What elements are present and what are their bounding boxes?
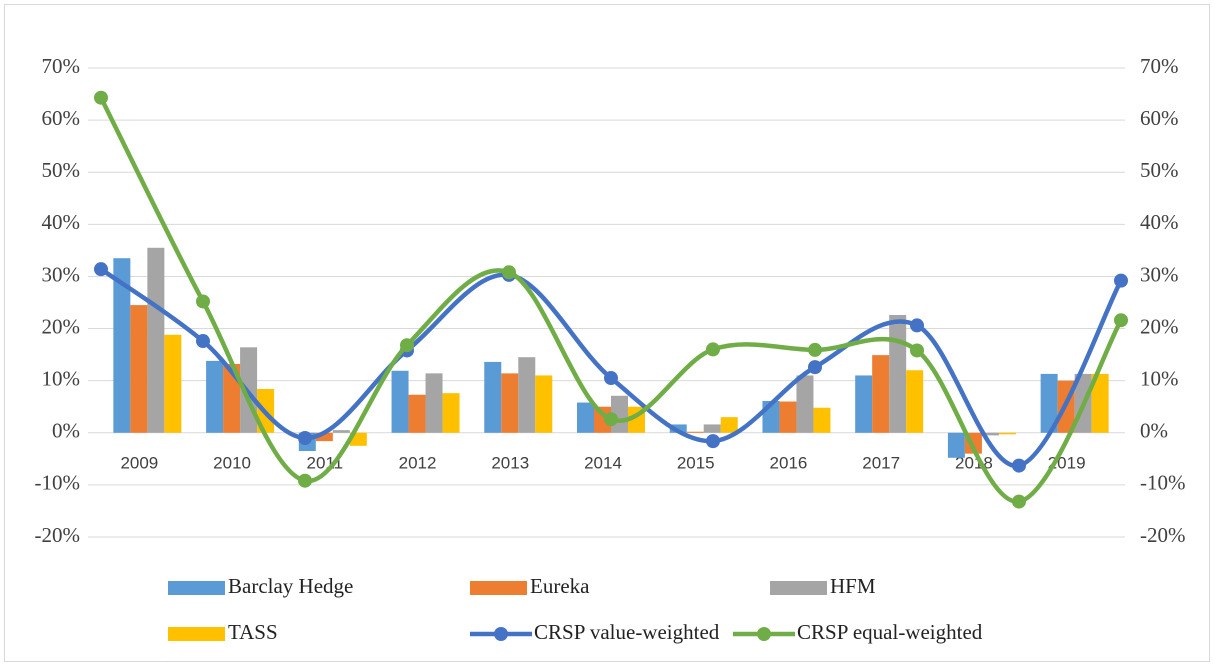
- line-marker: [1012, 458, 1026, 473]
- bar: [855, 375, 873, 433]
- y2-tick-label: -20%: [1140, 523, 1186, 547]
- x-tick-label: 2009: [120, 453, 158, 472]
- y-tick-label: 70%: [42, 54, 81, 78]
- y-tick-label: 50%: [42, 158, 81, 182]
- legend-label: Eureka: [530, 574, 590, 598]
- y2-tick-label: 60%: [1140, 106, 1179, 130]
- legend-label: Barclay Hedge: [228, 574, 353, 598]
- bar: [147, 247, 165, 433]
- line-marker: [298, 473, 312, 488]
- y2-tick-label: 30%: [1140, 262, 1179, 286]
- legend-marker: [757, 627, 771, 641]
- x-tick-label: 2016: [770, 453, 808, 472]
- bar: [906, 370, 924, 433]
- line-marker: [808, 360, 822, 375]
- bar: [223, 363, 241, 433]
- y-tick-label: 40%: [42, 210, 81, 234]
- bar: [889, 315, 907, 433]
- line-marker: [808, 342, 822, 357]
- line-marker: [604, 412, 618, 427]
- bar: [164, 334, 182, 433]
- bar: [501, 373, 519, 433]
- bar: [577, 402, 594, 433]
- bar: [813, 407, 831, 433]
- line-marker: [502, 265, 516, 280]
- y2-tick-label: 10%: [1140, 366, 1179, 390]
- y-tick-label: 0%: [52, 419, 80, 443]
- line-marker: [1114, 313, 1128, 328]
- bar: [408, 394, 426, 433]
- x-tick-label: 2013: [491, 453, 529, 472]
- line: [98, 96, 1123, 504]
- y-tick-label: 30%: [42, 262, 81, 286]
- line-marker: [706, 342, 720, 357]
- legend-swatch: [470, 581, 527, 595]
- line-marker: [298, 430, 312, 445]
- line-marker: [1114, 273, 1128, 288]
- bar: [484, 361, 502, 433]
- bar: [669, 424, 687, 433]
- y2-tick-label: 20%: [1140, 314, 1179, 338]
- chart-border: [4, 4, 1210, 662]
- bar: [315, 432, 333, 442]
- y2-tick-label: 0%: [1140, 419, 1168, 443]
- y2-tick-label: 70%: [1140, 54, 1179, 78]
- y-tick-label: -20%: [35, 523, 81, 547]
- bar: [998, 432, 1016, 435]
- legend-label: CRSP equal-weighted: [797, 620, 983, 644]
- bar: [391, 370, 409, 433]
- line-marker: [706, 434, 720, 449]
- line-marker: [196, 334, 210, 349]
- x-tick-label: 2017: [862, 453, 900, 472]
- x-tick-label: 2011: [307, 453, 344, 472]
- legend-label: CRSP value-weighted: [534, 620, 720, 644]
- y-tick-label: 20%: [42, 314, 81, 338]
- bar: [442, 393, 460, 433]
- bar: [872, 355, 890, 433]
- line-marker: [910, 343, 924, 358]
- bar: [720, 417, 738, 433]
- bar: [947, 432, 965, 458]
- line-marker: [94, 90, 108, 105]
- bar: [206, 360, 224, 433]
- legend-swatch: [168, 627, 225, 641]
- y2-tick-label: -10%: [1140, 471, 1186, 495]
- bar: [425, 373, 443, 433]
- bar: [703, 424, 721, 433]
- x-tick-label: 2014: [584, 453, 622, 472]
- bar: [1040, 373, 1058, 433]
- legend-label: HFM: [830, 574, 876, 598]
- bar: [1091, 373, 1109, 433]
- x-tick-label: 2010: [213, 453, 251, 472]
- bar: [535, 375, 553, 433]
- bar: [981, 432, 999, 436]
- line-marker: [94, 262, 108, 277]
- line-marker: [910, 318, 924, 333]
- legend-label: TASS: [228, 620, 278, 644]
- bar: [113, 258, 131, 433]
- line-marker: [604, 371, 618, 386]
- bar: [332, 430, 350, 433]
- x-tick-label: 2012: [399, 453, 437, 472]
- y2-tick-label: 40%: [1140, 210, 1179, 234]
- bar: [686, 431, 704, 433]
- bar: [518, 357, 536, 433]
- legend-swatch: [168, 581, 225, 595]
- bar: [130, 305, 148, 433]
- y-tick-label: -10%: [35, 471, 81, 495]
- y-tick-label: 10%: [42, 366, 81, 390]
- legend-swatch: [770, 581, 827, 595]
- bar: [779, 401, 797, 433]
- bar: [796, 375, 814, 433]
- legend-marker: [494, 627, 508, 641]
- line: [99, 267, 1123, 468]
- line-marker: [1012, 494, 1026, 509]
- x-tick-label: 2015: [677, 453, 715, 472]
- bar: [594, 406, 611, 433]
- y-tick-label: 60%: [42, 106, 81, 130]
- line-marker: [400, 338, 414, 353]
- line-marker: [196, 294, 210, 309]
- y2-tick-label: 50%: [1140, 158, 1179, 182]
